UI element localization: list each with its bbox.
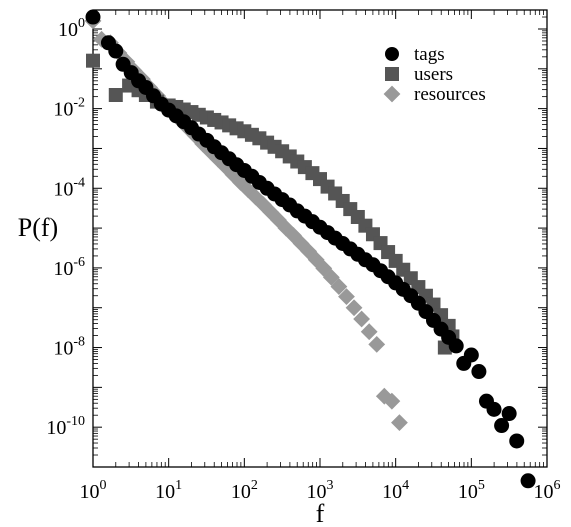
series-users [86,53,460,355]
tags-point [509,433,525,449]
tags-point [85,9,101,25]
data-points [84,9,536,489]
y-tick-label: 10-8 [53,335,85,360]
x-tick-label: 104 [382,478,409,503]
legend-label-tags: tags [414,44,445,65]
x-tick-label: 105 [458,478,485,503]
resources-point [383,392,401,410]
series-tags [85,9,536,489]
resources-point [277,219,295,237]
resources-point [93,30,111,48]
y-tick-label: 10-10 [46,414,85,439]
legend-marker-tags [385,47,399,61]
tags-point [471,364,487,380]
resources-point [391,414,408,432]
tags-point [486,401,502,417]
users-point [108,88,123,103]
tags-point [108,43,124,59]
legend-marker-users [385,67,399,81]
users-point [86,53,100,68]
y-tick-label: 10-2 [53,96,85,121]
x-tick-label: 100 [80,478,107,503]
plot-area-border [92,9,548,468]
resources-point [338,288,355,306]
y-axis: 100 10-2 10-4 10-6 10-8 10-10 [46,9,547,468]
resources-point [353,310,371,328]
legend-label-users: users [414,64,453,85]
resources-point [239,181,257,199]
x-tick-label: 102 [231,478,258,503]
tags-point [520,473,536,489]
legend-label-resources: resources [414,84,486,105]
resources-point [262,203,280,221]
y-axis-title: P(f) [18,213,58,242]
x-tick-label: 103 [307,478,334,503]
y-tick-label: 10-6 [53,255,85,280]
x-tick-label: 101 [155,478,182,503]
x-tick-label: 106 [534,478,561,503]
x-axis-title: f [316,499,325,527]
resources-point [368,335,386,353]
plot-frame [92,9,548,468]
x-axis: 100 101 102 103 104 105 106 [80,10,561,503]
tags-point [501,406,517,422]
tags-point [494,418,510,434]
resources-point [360,323,378,341]
y-tick-label: 100 [58,16,85,41]
resources-point [330,278,348,295]
y-tick-label: 10-4 [53,175,85,200]
legend-marker-resources [383,85,401,103]
resources-point [232,174,249,191]
tags-point [463,347,479,363]
resources-point [345,299,363,317]
tags-point [448,338,464,354]
